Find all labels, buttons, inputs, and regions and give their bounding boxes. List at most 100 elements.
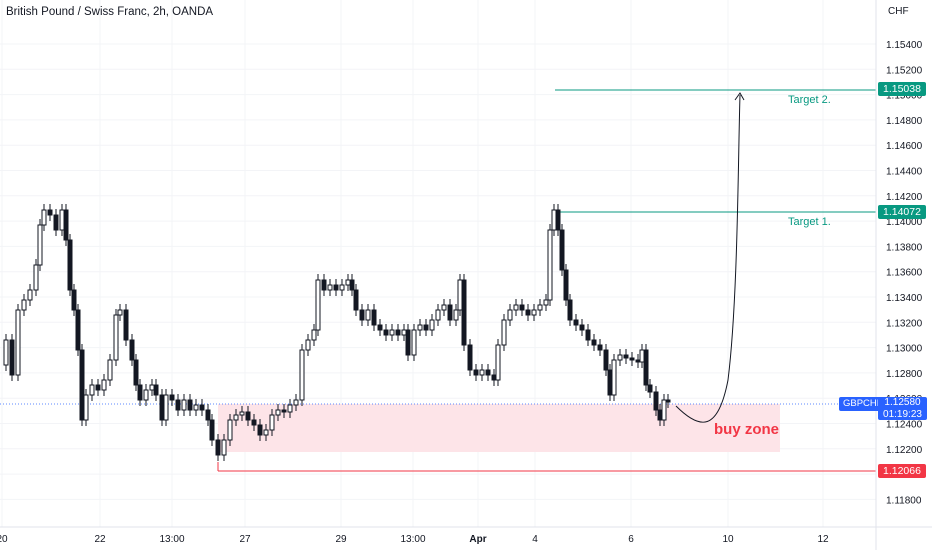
candle-body [495,344,501,381]
candle-body [79,349,85,421]
candle-body [101,379,107,391]
candle-body [315,279,321,331]
candle [537,299,543,316]
projection-arrow-path[interactable] [675,94,741,423]
candle [143,384,149,406]
candle-body [257,424,263,436]
candle-body [95,384,101,391]
candle [163,389,169,426]
candle-body [293,399,299,406]
candle [525,304,531,321]
candle-body [129,339,135,361]
candle-body [175,399,181,411]
candle [169,389,175,406]
buy-zone-label: buy zone [714,421,780,438]
price-axis[interactable]: 1.15400 1.15200 1.15000 1.14800 1.14600 1.144… [886,40,923,506]
candle-body [221,439,227,456]
candle-body [371,309,377,326]
candle-body [555,209,561,231]
candle-body [353,289,359,311]
candle [233,409,239,426]
candle [113,309,119,366]
price-tick-label: 1.15400 [886,40,923,51]
candle-body [543,299,549,306]
candle [617,349,623,366]
candle-body [89,384,95,396]
candle [315,274,321,336]
candle-body [281,409,287,413]
candle [643,344,649,391]
candle-body [653,391,659,411]
target2-price-tag: 1.15038 [878,82,926,96]
candle-body [441,304,447,311]
candle-body [83,394,89,421]
candle-body [143,389,149,401]
candle [129,334,135,366]
currency-label: CHF [888,6,909,17]
candle [53,209,59,236]
candle [193,399,199,416]
candle-body [47,209,53,216]
candle-body [133,359,139,386]
candle [321,274,327,296]
candle-body [547,229,553,301]
candle-body [349,279,355,291]
candle [495,339,501,386]
time-tick-label: 29 [335,534,347,545]
price-tick-label: 1.13800 [886,242,923,253]
candle [15,304,21,381]
candle [3,334,9,371]
candle [199,399,205,416]
candle [507,304,513,326]
candle [623,349,629,364]
buy-zone-rect[interactable] [218,404,780,452]
bar-countdown: 01:19:23 [883,408,922,420]
time-axis[interactable]: 20 22 13:00 27 29 13:00 Apr 4 6 10 12 [0,534,829,545]
symbol-tag: GBPCHF [839,397,887,411]
candle-body [287,404,293,413]
candle [353,284,359,316]
candle-body [339,284,345,291]
candle-body [193,404,199,411]
candle-body [611,359,617,396]
candle-body [453,309,459,321]
candle-body [579,324,585,331]
candle-body [187,399,193,411]
price-tick-label: 1.12800 [886,369,923,380]
candle [89,379,95,401]
candle [543,294,549,311]
candle-body [209,419,215,441]
candle-body [617,354,623,361]
candle-body [567,299,573,321]
candle-body [239,411,245,416]
candle-body [643,349,649,386]
candle [349,274,355,296]
candle-body [227,419,233,441]
candle [123,304,129,346]
candle [327,279,333,296]
candle-body [661,399,667,421]
candle-body [467,344,473,371]
candle [251,414,257,431]
price-tick-label: 1.14200 [886,192,923,203]
candle [479,364,485,381]
candle-body [299,349,305,401]
candle-body [63,209,69,241]
candle [653,386,659,416]
candle-body [275,409,281,416]
time-tick-label: 22 [94,534,106,545]
candle-body [75,309,81,351]
candle [359,304,365,326]
candle [485,364,491,381]
price-tick-label: 1.11800 [886,495,922,506]
candle [371,304,377,331]
candle-body [457,279,463,311]
candle [187,394,193,416]
candle [149,379,155,396]
candle [47,204,53,221]
candle [269,409,275,436]
candle-body [163,394,169,421]
current-price-value: 1.12580 [884,397,921,408]
candle-body [647,384,653,393]
